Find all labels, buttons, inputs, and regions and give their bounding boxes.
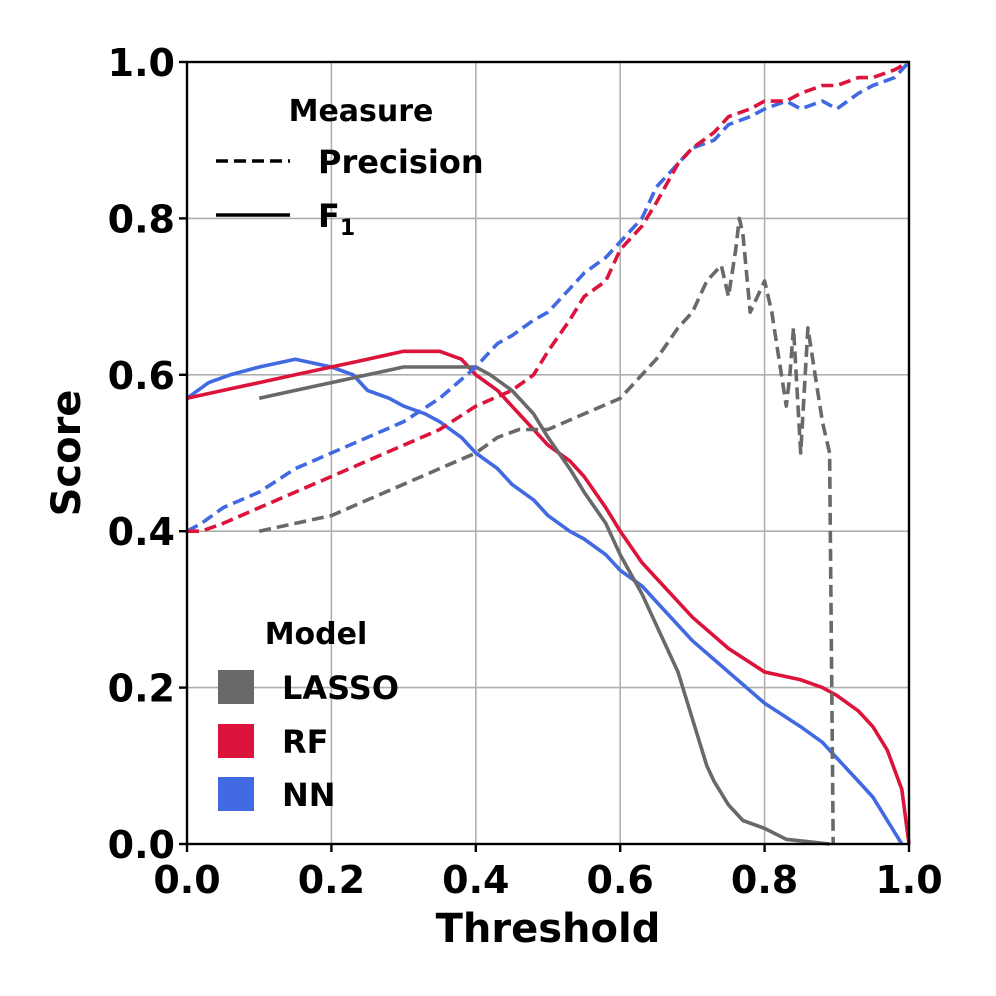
legend-model: Model LASSO RF NN xyxy=(218,617,399,814)
x-tick-label: 0.0 xyxy=(153,858,220,902)
y-axis-label: Score xyxy=(44,390,90,517)
legend-model-title: Model xyxy=(265,617,368,652)
axis-ticks: 0.0 0.2 0.4 0.6 0.8 1.0 0.0 0.2 0.4 0.6 0.8 1.0 xyxy=(108,41,943,902)
y-tick-label: 0.0 xyxy=(108,823,175,867)
legend-f1-label: F1 xyxy=(318,197,355,241)
legend-nn-swatch xyxy=(218,777,254,811)
y-tick-label: 0.8 xyxy=(108,197,175,241)
series-line-rf-f1 xyxy=(186,349,911,845)
legend-lasso-swatch xyxy=(218,670,254,704)
legend-f1-text: F xyxy=(318,197,340,235)
legend-precision-label: Precision xyxy=(318,143,484,181)
legend-f1-subscript: 1 xyxy=(340,216,355,241)
y-tick-label: 0.6 xyxy=(108,354,175,398)
legend-rf-label: RF xyxy=(282,723,329,761)
x-tick-label: 1.0 xyxy=(875,858,942,902)
plot-series xyxy=(185,60,911,846)
series-line-rf-precision xyxy=(187,60,910,534)
series-line-nn-f1 xyxy=(185,357,904,845)
y-tick-label: 0.2 xyxy=(108,667,175,711)
y-tick-label: 0.4 xyxy=(108,510,175,554)
series-line-nn-precision xyxy=(186,60,911,533)
legend-measure-title: Measure xyxy=(289,94,434,129)
x-tick-label: 0.4 xyxy=(442,858,509,902)
x-tick-label: 0.8 xyxy=(731,858,798,902)
y-tick-label: 1.0 xyxy=(108,41,175,85)
legend-nn-label: NN xyxy=(282,776,336,814)
series-line-lasso-f1 xyxy=(258,365,830,846)
plot-frame xyxy=(185,60,911,846)
x-tick-label: 0.6 xyxy=(587,858,654,902)
legend-measure: Measure Precision F1 xyxy=(216,94,484,241)
series-line-lasso-precision xyxy=(258,216,835,845)
x-tick-label: 0.2 xyxy=(298,858,365,902)
x-axis-label: Threshold xyxy=(436,906,661,952)
legend-rf-swatch xyxy=(218,724,254,758)
legend-lasso-label: LASSO xyxy=(282,669,399,707)
